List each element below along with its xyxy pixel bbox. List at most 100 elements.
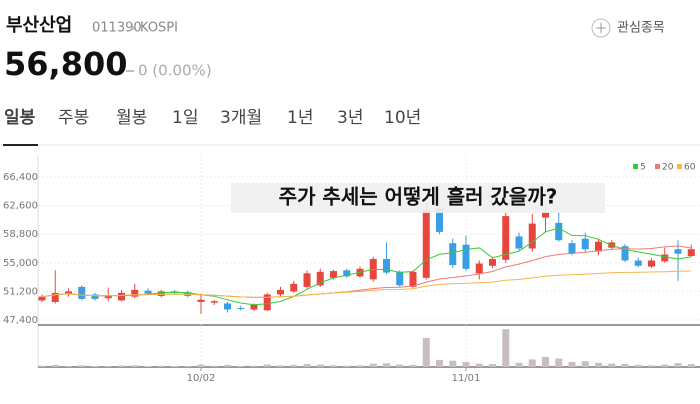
tab[interactable]: 1년 — [287, 108, 313, 128]
volume-bar — [396, 364, 404, 367]
volume-bar — [383, 363, 390, 367]
y-tick-label: 51,200 — [3, 286, 38, 297]
candle-body — [277, 289, 284, 295]
candle-body — [661, 254, 669, 262]
volume-bar — [210, 365, 218, 367]
candle-body — [422, 210, 430, 278]
candle-body — [542, 211, 549, 218]
volume-bar — [687, 364, 695, 367]
y-tick-label: 62,600 — [3, 201, 38, 212]
candle-body — [303, 273, 311, 287]
volume-bar — [65, 365, 72, 367]
y-tick-label: 47,400 — [3, 315, 38, 326]
volume-bar — [38, 365, 46, 367]
candle-body — [648, 260, 655, 267]
volume-bar — [51, 364, 59, 367]
volume-bar — [409, 364, 417, 367]
chart-title: 주가 추세는 어떻게 흘러 갔을까? — [279, 185, 558, 209]
candle-body — [104, 295, 112, 299]
volume-bar — [277, 365, 284, 367]
x-tick-label: 10/02 — [187, 373, 216, 384]
candle-body — [462, 244, 470, 269]
volume-bar — [316, 364, 324, 367]
candle-body — [290, 283, 298, 292]
volume-bar — [621, 364, 629, 367]
volume-bar — [224, 364, 231, 367]
candle-body — [436, 208, 443, 232]
volume-bar — [515, 362, 523, 367]
volume-bar — [171, 366, 178, 367]
separator — [131, 26, 135, 30]
legend-swatch — [677, 164, 682, 169]
candle-body — [250, 304, 258, 310]
candle-body — [383, 259, 390, 273]
volume-bar — [197, 364, 205, 367]
tab[interactable]: 3년 — [337, 108, 363, 128]
candle-body — [210, 301, 218, 303]
candle-body — [343, 270, 351, 277]
volume-bar — [489, 364, 496, 367]
candle-body — [224, 303, 231, 310]
volume-bar — [436, 359, 443, 367]
x-tick-label: 11/01 — [452, 373, 481, 384]
volume-bar — [184, 365, 192, 367]
volume-bar — [581, 361, 589, 367]
candle-body — [409, 271, 417, 287]
tab[interactable]: 1일 — [172, 108, 198, 128]
candle-body — [263, 294, 271, 311]
volume-bar — [449, 360, 457, 367]
candle-body — [38, 296, 46, 301]
candle-body — [330, 271, 337, 278]
candle-body — [595, 241, 602, 252]
tab[interactable]: 주봉 — [58, 108, 89, 128]
candle-body — [568, 243, 576, 254]
watch-icon[interactable] — [591, 18, 611, 38]
legend-label: 5 — [640, 163, 646, 173]
tab[interactable]: 일봉 — [4, 108, 36, 128]
candle-body — [515, 236, 523, 249]
volume-bar — [356, 365, 364, 367]
volume-bar — [303, 364, 311, 367]
volume-bar — [568, 361, 576, 367]
volume-bar — [528, 359, 536, 367]
volume-bar — [661, 364, 669, 367]
candle-body — [91, 294, 99, 299]
candle-body — [502, 216, 510, 260]
candle-body — [396, 271, 404, 286]
volume-bar — [555, 358, 563, 367]
candle-body — [528, 223, 536, 249]
tab[interactable]: 월봉 — [116, 108, 147, 128]
volume-bar — [157, 365, 165, 367]
candle-body — [489, 259, 496, 266]
volume-bar — [263, 364, 271, 367]
candle-body — [316, 271, 324, 286]
volume-bar — [674, 363, 682, 367]
moving-average — [41, 270, 692, 298]
volume-bar — [462, 361, 470, 367]
candle-body — [65, 291, 72, 295]
price-change: 0 (0.00%) — [138, 62, 212, 80]
price: 56,800 — [4, 45, 127, 83]
candle-body — [131, 289, 139, 297]
y-tick-label: 55,000 — [3, 258, 38, 269]
market: KOSPI — [140, 21, 178, 36]
volume-bar — [118, 365, 125, 367]
volume-bar — [91, 366, 99, 367]
volume-bar — [648, 365, 655, 367]
volume-bar — [290, 364, 298, 367]
volume-bar — [330, 365, 337, 367]
volume-bar — [595, 362, 602, 367]
watch-button[interactable]: 관심종목 — [617, 21, 665, 36]
candle-body — [144, 290, 152, 294]
tab[interactable]: 3개월 — [220, 108, 262, 128]
volume-bar — [104, 365, 112, 367]
legend-swatch — [633, 164, 638, 169]
volume-bar — [475, 363, 483, 367]
candle-body — [197, 299, 205, 302]
volume-bar — [608, 363, 616, 367]
candle-body — [555, 222, 563, 241]
candle-body — [118, 292, 125, 301]
tab[interactable]: 10년 — [384, 108, 421, 128]
candle-body — [475, 263, 483, 274]
volume-bar — [144, 366, 152, 367]
